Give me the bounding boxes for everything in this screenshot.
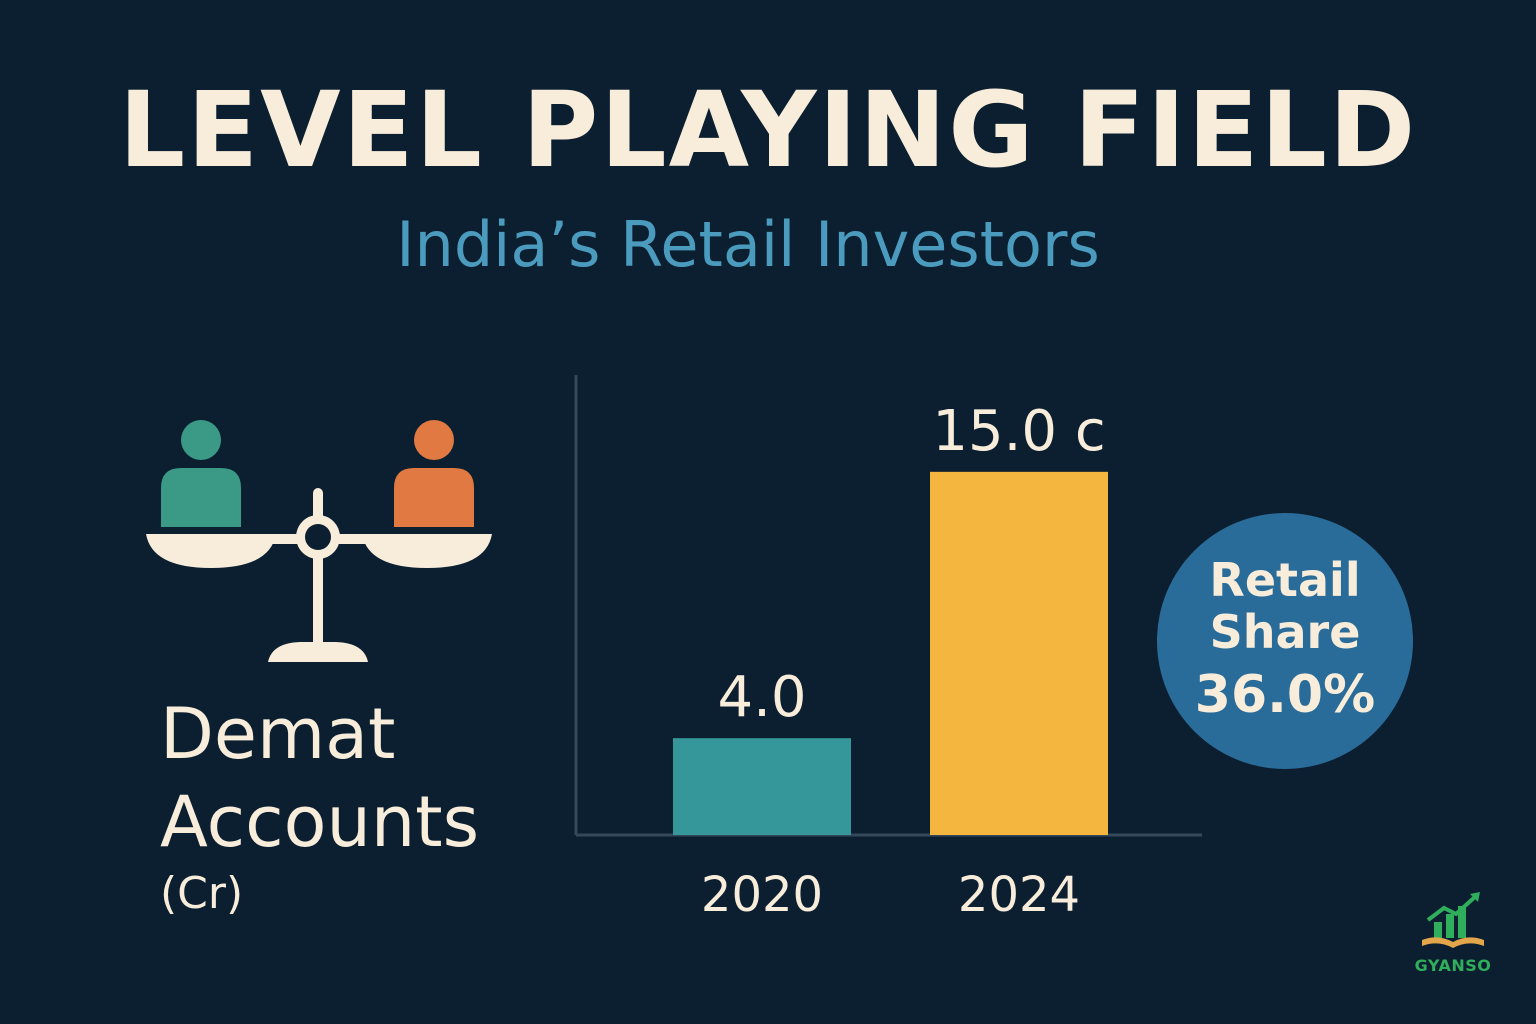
x-tick-label: 2020: [701, 867, 823, 923]
retail-share-badge: Retail Share 36.0%: [1157, 513, 1413, 769]
axis-label-line-1: Demat: [160, 693, 396, 775]
axis-label-line-2: Accounts: [160, 781, 480, 863]
growth-chart-icon: [1422, 892, 1484, 948]
badge-label-line-1: Retail: [1209, 553, 1361, 607]
bar-chart: 4.0 2020 15.0 c 2024: [574, 375, 1202, 923]
page-title: LEVEL PLAYING FIELD: [118, 69, 1418, 191]
badge-value: 36.0%: [1194, 665, 1376, 725]
person-right-icon: [394, 420, 474, 527]
balance-scale-icon: [140, 410, 500, 674]
bar-2020: [673, 738, 851, 835]
x-tick-label: 2024: [958, 867, 1080, 923]
bar-value-label: 15.0 c: [932, 399, 1105, 464]
chart-axis-label: Demat Accounts (Cr): [160, 690, 479, 922]
badge-label-line-2: Share: [1209, 605, 1361, 659]
page-subtitle: India’s Retail Investors: [396, 208, 1100, 281]
axis-label-unit: (Cr): [160, 868, 244, 919]
bar-value-label: 4.0: [717, 665, 806, 730]
gyanso-logo: GYANSO: [1408, 890, 1498, 975]
logo-text: GYANSO: [1414, 956, 1492, 975]
bar-2024: [930, 471, 1108, 835]
person-left-icon: [161, 420, 241, 527]
